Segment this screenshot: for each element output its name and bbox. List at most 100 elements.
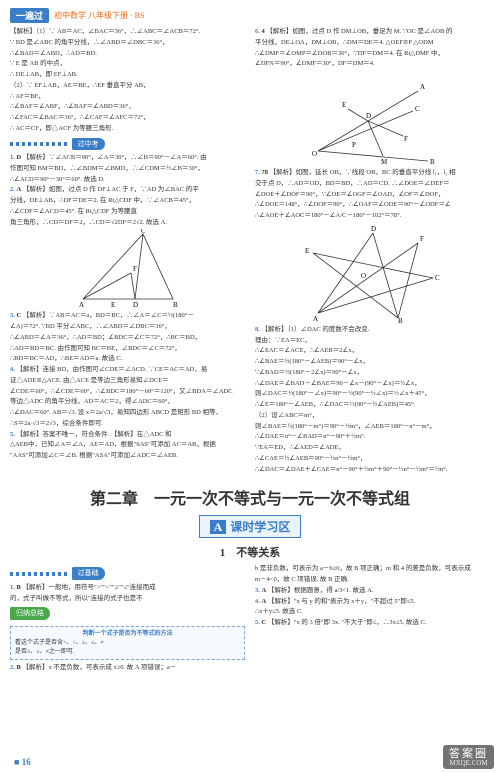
q-line: "AAS"可添加∠C＝∠B. 根据"ASA"可添加∠ADC＝∠AEB.	[10, 451, 245, 461]
q-line: 【解析】连接 BD，由作图可∠CDE＝∠ACD. ∵CE＝AC＝AD，易	[17, 366, 208, 373]
q-line: ∴∠DAC＝60°. AB＝√3. 设 x＝2a/√3，易知四边形 ABCD 是…	[10, 408, 245, 418]
q-line: 的，式子叫做不等式，所以"连接的式子也是不	[10, 594, 245, 604]
q-line: 则∠BAE＝½(180°－m°)＝90°－½m°，∠AEB＝180°－n°－m°…	[255, 422, 490, 432]
q-num: 4.	[255, 598, 260, 605]
q-ans: A	[262, 598, 267, 605]
page-number: 16	[14, 757, 31, 767]
q-ans: 4	[262, 28, 265, 35]
q-line: 【解析】∵AB＝AC＝a，BD＝BC，∴∠A＝∠C＝½(180°－	[23, 312, 194, 319]
q8: 8. 【解析】（1）∠DAC 的度数不会改变.	[255, 325, 490, 335]
q-line: 证△ADE≌△ACE. 由△ACE 是等边三角形易知∠DCE＝	[10, 376, 245, 386]
q-line: 角三角形，∴CD＝DF＝2，∴CD＝√2DF＝2√2. 故选 A.	[10, 218, 245, 228]
triangle-diagram: A B C D E F	[73, 229, 183, 309]
q-line: 【解析】如图，延长 OB，∵线段 OB，BC 的垂直平分线 l₁，l₂ 相	[270, 169, 456, 176]
q-line: ∠A)＝72°. ∵BD 平分∠ABC，∴∠ABD＝∠DBC＝36°，	[10, 322, 245, 332]
sol-line: ∴∠BAF＝∠ABF，∴∠BAF＝∠ABD＝36°，	[10, 102, 245, 112]
svg-text:A: A	[313, 315, 318, 323]
q-line: ∴BD＝BC＝AD，∴BE＝AD＝a. 故选 C.	[10, 354, 245, 364]
sol-line: ∴∠BAD＝∠ABD，∴AD＝BD.	[10, 49, 245, 59]
q3: 3. C 【解析】∵AB＝AC＝a，BD＝BC，∴∠A＝∠C＝½(180°－	[10, 311, 245, 321]
q-line: ∠DOE＋∠DOF＝90°，∵∠OE＝∠OGF＝∠OAD，∠OF＝∠DOF，	[255, 190, 490, 200]
tip-tag: 归纳总结	[10, 607, 50, 620]
tip-box: 判断一个式子是否为不等式的方法 看这个式子是否含>、<、≥、≤、≠ 是否≥、≤、…	[10, 626, 245, 660]
study-label: 课时学习区	[230, 520, 290, 534]
q-line: 【解析】x 不是负数，可表示成 x≥0. 故 A 项错误；a－	[22, 664, 176, 671]
q-line: （2）设∠ABC＝m°，	[255, 411, 490, 421]
watermark: 答案圈 MXQE.COM	[443, 745, 494, 769]
svg-text:B: B	[430, 158, 435, 166]
sol-line: ∵ BD 是∠ABC 的角平分线，∴∠ABD＝∠DBC＝36°，	[10, 38, 245, 48]
q-line: ∵∠BAD＝½(180°－2∠x)＝90°－∠x，	[255, 368, 490, 378]
q-line: 【解析】（1）∠DAC 的度数不会改变.	[262, 326, 370, 333]
sol-line: 【解析】（1）∵ AB＝AC，∠BAC＝36°，∴∠ABC＝∠ACB＝72°.	[10, 27, 245, 37]
sol-line: ∴ AC＝CF，即△ACF 为等腰三角形.	[10, 124, 245, 134]
q-line: 【解析】"x 的 3 倍"即 3x. "不大于"即≤，∴3x≤5. 故选 C.	[268, 619, 427, 626]
q-num: 2.	[10, 664, 15, 671]
q-line: 【解析】如图，过点 D 作 DF⊥AC 于 F，∵AD 为∠BAC 的平	[23, 186, 199, 193]
q-num: 3.	[10, 312, 15, 319]
svg-text:E: E	[342, 101, 346, 109]
basics-tag: 过基础	[72, 567, 105, 580]
q-line: ∴∠CAE＝½∠AEB＝90°－½n°－½m°，	[255, 454, 490, 464]
svg-text:O: O	[312, 150, 317, 158]
q-line: 交于点 D，∴AD＝OD，BD＝BD，∴AD＝CD. ∴∠DOE＝∠DEF＝	[255, 179, 490, 189]
svg-text:C: C	[435, 274, 440, 282]
svg-text:P: P	[352, 141, 356, 149]
q-line: ∴∠ACD＝90°－30°＝60°. 故选 D.	[10, 175, 245, 185]
q6: 6. 4 【解析】如图，过点 D 作 DM⊥OB，垂足为 M. ∵OC 是∠AO…	[255, 27, 490, 37]
svg-text:B: B	[398, 317, 403, 323]
svg-text:F: F	[404, 135, 408, 143]
study-box: A课时学习区	[199, 515, 302, 538]
bq1: 1. B 【解析】一般地，用符号">""<""≥""≤"连接而成	[10, 583, 245, 593]
q7: 7. 78 【解析】如图，延长 OB，∵线段 OB，BC 的垂直平分线 l₁，l…	[255, 168, 490, 178]
q4: 4. 【解析】连接 BD，由作图可∠CDE＝∠ACD. ∵CE＝AC＝AD，易	[10, 365, 245, 375]
page-header: 一遍过 初中数学 八年级下册 · BS	[10, 8, 490, 23]
wave-decor	[10, 142, 70, 146]
q-line: ∴∠DMF＝∠OMP＝∠DOB＝30°，∵DF＝DM＝4. 在 Rt△DMF 中…	[255, 49, 490, 59]
bq2: 2. B 【解析】x 不是负数，可表示成 x≥0. 故 A 项错误；a－	[10, 663, 245, 673]
br-line: ∴x＋y≤5. 故选 C.	[255, 607, 490, 617]
q-line: ∴∠CDF＝∠ACD＝45°. 在 Rt△CDF 为等腰直	[10, 207, 245, 217]
q-num: 1.	[10, 584, 15, 591]
q-num: 6.	[255, 28, 260, 35]
svg-text:D: D	[366, 112, 371, 120]
star-diagram: A B C D E F O	[303, 223, 443, 323]
q-line: 【解析】根据题意，得 a/3<1. 故选 A.	[268, 587, 374, 594]
chapter-title: 第二章 一元一次不等式与一元一次不等式组	[10, 485, 490, 509]
q-num: 8.	[255, 326, 260, 333]
lower-left: 过基础 1. B 【解析】一般地，用符号">""<""≥""≤"连接而成 的，式…	[10, 564, 245, 673]
q-line: ∠DFN＝90°，∠DMF＝30°，DF＝DM＝4.	[255, 59, 490, 69]
q-line: 等边△ADC 的角平分线，AD＝AC＝2，得∠ADC＝60°，	[10, 397, 245, 407]
a-icon: A	[210, 520, 227, 534]
chapter-box-wrap: A课时学习区	[10, 515, 490, 538]
tip-body: 看这个式子是否含>、<、≥、≤、≠	[15, 639, 240, 647]
q5-line: ∴S＝2a·√3＝2√3，综合条件即可.	[10, 419, 245, 429]
svg-text:M: M	[381, 158, 388, 166]
q-line: 【解析】"x 与 y 的和"表示为 x＋y，"不超过 5"即≤5.	[268, 598, 415, 605]
q-ans: D	[17, 154, 22, 161]
q-ans: C	[262, 619, 267, 626]
svg-text:C: C	[141, 229, 146, 235]
angle-diagram: O A B C D E F M P	[308, 71, 438, 166]
q-ans: 78	[262, 169, 269, 176]
q-line: ∴∠ABD＝∠A＝36°，∴AD＝BD；∠BDC＝∠C＝72°，∴BC＝BD，	[10, 333, 245, 343]
svg-text:D: D	[133, 301, 138, 309]
sol-line: （2）∵ EF⊥AB，AE＝BE，∴EF 垂直平分 AB，	[10, 81, 245, 91]
q-ans: B	[17, 584, 21, 591]
svg-text:B: B	[173, 301, 178, 309]
q-num: 3.	[255, 587, 260, 594]
upper-columns: 【解析】（1）∵ AB＝AC，∠BAC＝36°，∴∠ABC＝∠ACB＝72°. …	[10, 27, 490, 475]
series-logo: 一遍过	[10, 8, 49, 23]
q-line: ∴∠EAC＝∠ACE，∴∠AEB＝2∠x，	[255, 346, 490, 356]
q5: 5. 【解析】答案不唯一，符合条件. 【解析】在△ADC 和	[10, 430, 245, 440]
lower-right: b 是非负数，可表示为 a－b≥0，故 B 项正确；m 和 4 的差是负数，可表…	[255, 564, 490, 673]
q-line: ∠CDE＝60°，∴∠CDE＝60°，∴∠BDC＝180°－60°＝120°，又…	[10, 387, 245, 397]
page: 一遍过 初中数学 八年级下册 · BS 【解析】（1）∵ AB＝AC，∠BAC＝…	[0, 0, 500, 773]
q-line: ∴∠DOE＝148°，∴∠DOF＝90°，∴∠OAF＝∠ODE＝90°－∠ODF…	[255, 200, 490, 210]
watermark-url: MXQE.COM	[449, 760, 488, 768]
q-line: 【解析】答案不唯一，符合条件. 【解析】在△ADC 和	[17, 431, 172, 438]
subject-label: 初中数学 八年级下册 · BS	[54, 10, 144, 21]
sol-line: ∴ AF＝BF，	[10, 92, 245, 102]
q-line: ∵EA＝ED，∴∠AED＝∠ADE，	[255, 443, 490, 453]
svg-text:C: C	[415, 105, 420, 113]
